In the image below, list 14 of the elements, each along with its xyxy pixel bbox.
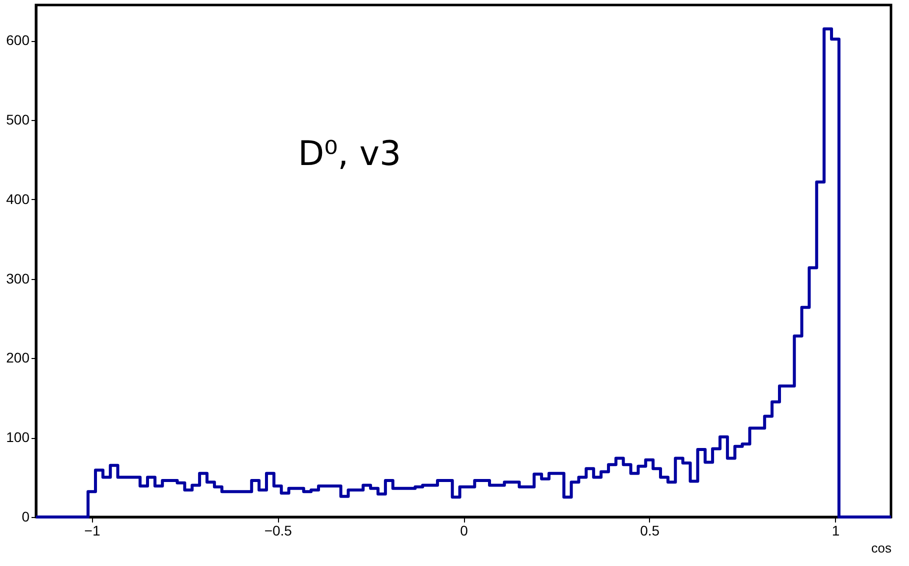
x-tick-label: −1 (84, 522, 100, 538)
y-tick-label: 300 (6, 270, 30, 286)
x-axis-title: cos (871, 540, 892, 556)
y-tick-label: 400 (6, 190, 30, 207)
y-tick-label: 100 (6, 429, 30, 446)
x-tick-label: −0.5 (264, 522, 292, 538)
x-tick-label: 1 (832, 522, 840, 538)
y-tick-label: 200 (6, 350, 30, 366)
y-tick-label: 0 (22, 508, 30, 524)
x-tick-label: 0 (460, 522, 468, 538)
y-tick-label: 500 (6, 112, 30, 128)
annotation: D⁰, v3 (298, 134, 402, 174)
x-tick-label: 0.5 (640, 522, 660, 538)
y-tick-label: 600 (6, 32, 30, 48)
